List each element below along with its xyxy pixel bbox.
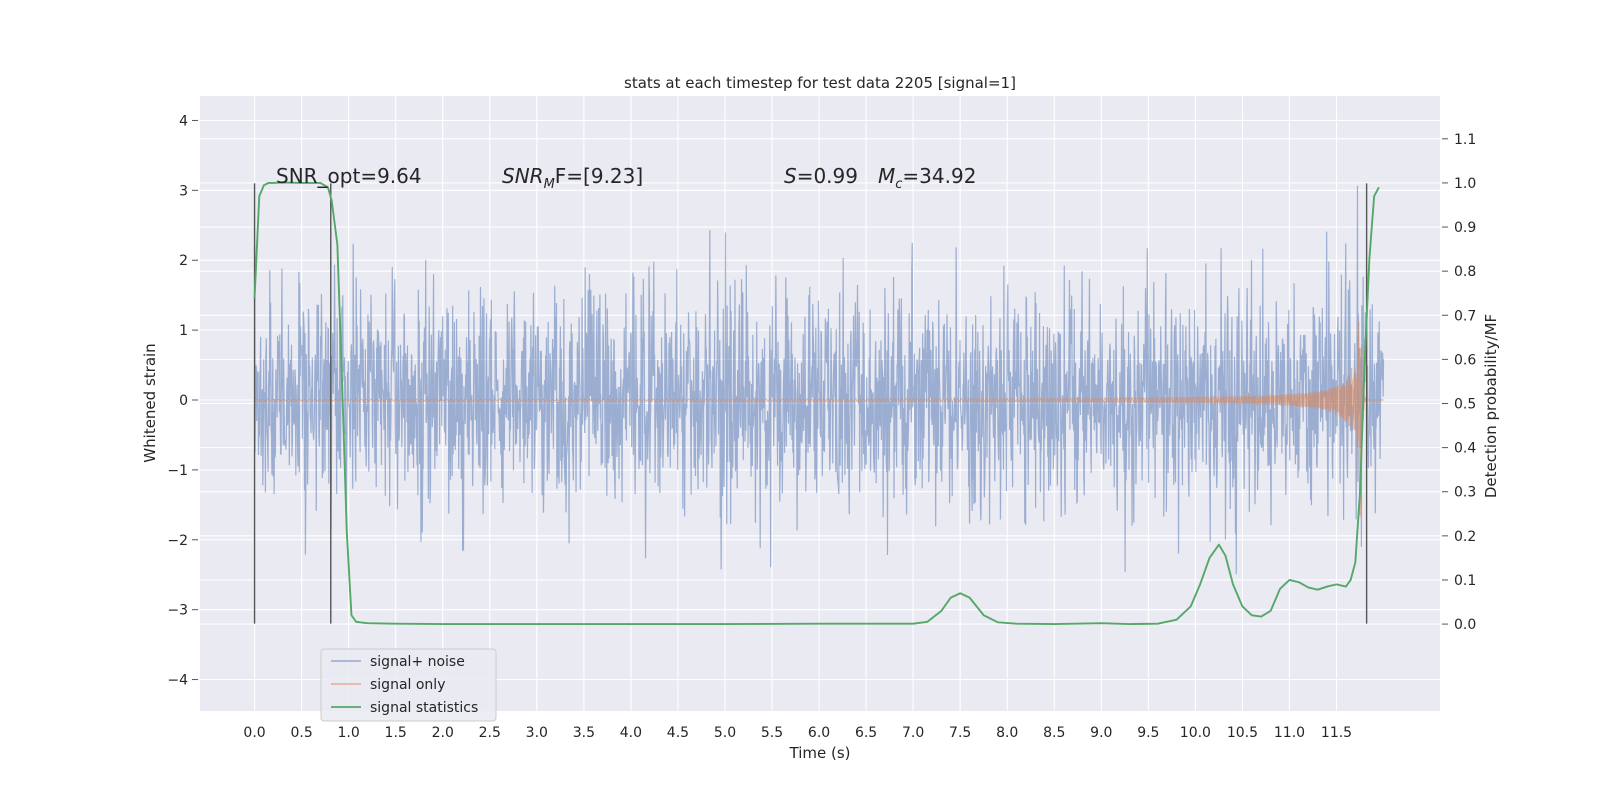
x-tick-label: 10.0 [1180,725,1211,741]
annotation-snr-opt: SNR_opt=9.64 [276,164,422,188]
x-tick-label: 5.5 [761,725,783,741]
x-tick-label: 8.0 [996,725,1018,741]
y-tick-label: 3 [179,183,188,199]
series-signal-statistics [253,181,1380,626]
x-tick-label: 11.5 [1321,725,1352,741]
x-tick-label: 5.0 [714,725,736,741]
y-tick-label: −3 [167,603,188,619]
signal-noise-line [253,185,1385,575]
y2-tick-label: 0.8 [1454,264,1476,280]
y-tick-label: 4 [179,113,188,129]
annotation-s-base: S [784,164,797,188]
x-tick-label: 6.5 [855,725,877,741]
y2-tick-label: 0.3 [1454,485,1476,501]
y2-tick-label: 1.1 [1454,132,1476,148]
annotation-mc-rest: =34.92 [902,164,976,188]
annotation-snr-mf-sub: M [544,177,555,192]
y-tick-label: 0 [179,393,188,409]
x-tick-label: 9.0 [1090,725,1112,741]
annotation-s-rest: =0.99 [797,164,858,188]
x-tick-label: 11.0 [1274,725,1305,741]
y-tick-label: −1 [167,463,188,479]
y2-tick-label: 0.2 [1454,529,1476,545]
legend-label-signal-statistics: signal statistics [370,700,478,716]
y2-tick-label: 0.6 [1454,352,1476,368]
y-tick-label: 2 [179,253,188,269]
y2-tick-label: 0.1 [1454,573,1476,589]
y-tick-label: −4 [167,673,188,689]
x-tick-label: 1.0 [338,725,360,741]
y2-tick-label: 1.0 [1454,176,1476,192]
x-tick-label: 0.0 [243,725,265,741]
legend-box [320,648,497,722]
y2-tick-label: 0.7 [1454,308,1476,324]
signal-statistics-line [253,181,1380,626]
x-tick-label: 4.5 [667,725,689,741]
x-tick-label: 1.5 [385,725,407,741]
legend: signal+ noise signal only signal statist… [320,648,497,722]
y2-tick-label: 0.9 [1454,220,1476,236]
x-tick-label: 6.0 [808,725,830,741]
x-tick-label: 0.5 [290,725,312,741]
series-signal-noise [253,185,1385,575]
y2-tick-label: 0.0 [1454,617,1476,633]
y-axis-title: Whitened strain [141,343,159,462]
annotation-mc-base: M [878,164,895,188]
legend-label-signal-noise: signal+ noise [370,654,465,670]
x-tick-label: 7.5 [949,725,971,741]
y2-tick-label: 0.5 [1454,397,1476,413]
annotation-snr-mf-base: SNR [502,164,544,188]
x-tick-label: 2.5 [479,725,501,741]
legend-label-signal-only: signal only [370,677,445,693]
annotation-s: S=0.99 [784,164,858,188]
annotation-snr-mf: SNRMF=[9.23] [502,164,643,192]
vertical-markers [253,183,1368,624]
x-tick-label: 2.0 [432,725,454,741]
x-tick-label: 8.5 [1043,725,1065,741]
y2-axis-title: Detection probability/MF [1482,314,1500,498]
signal-only-line [254,321,1384,517]
chart-title: stats at each timestep for test data 220… [624,74,1016,92]
tick-labels: 0.0 0.5 1.0 1.5 2.0 2.5 3.0 3.5 4.0 4.5 5.0 5.5 6.0 6… [167,113,1476,741]
x-axis-title: Time (s) [789,744,851,762]
annotation-snr-mf-rest: F=[9.23] [555,164,643,188]
x-tick-label: 10.5 [1227,725,1258,741]
y-tick-label: 1 [179,323,188,339]
x-tick-label: 3.5 [573,725,595,741]
y2-tick-label: 0.4 [1454,441,1476,457]
y-tick-label: −2 [167,533,188,549]
x-tick-label: 9.5 [1137,725,1159,741]
x-tick-label: 4.0 [620,725,642,741]
x-tick-label: 7.0 [902,725,924,741]
annotation-mc-sub: c [895,177,902,192]
series-signal-only [254,321,1384,517]
annotation-mc: Mc=34.92 [878,164,976,192]
x-tick-label: 3.0 [526,725,548,741]
